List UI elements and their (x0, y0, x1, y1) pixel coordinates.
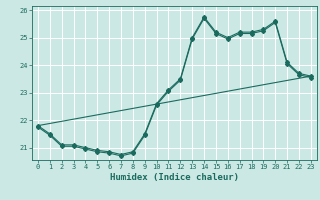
X-axis label: Humidex (Indice chaleur): Humidex (Indice chaleur) (110, 173, 239, 182)
